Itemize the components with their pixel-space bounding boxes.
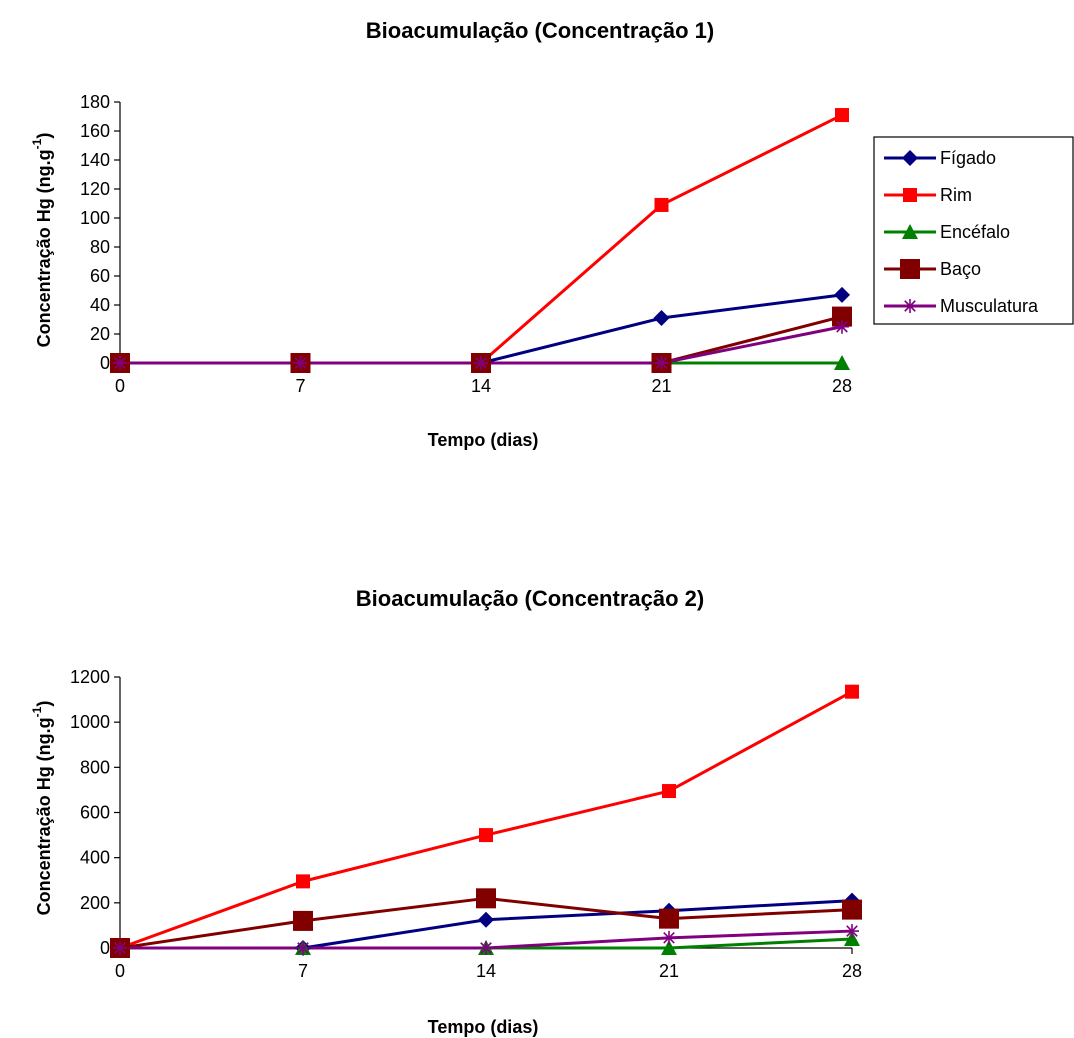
- chart-2-point-3-3: [659, 909, 679, 929]
- chart-1-point-4-0: [113, 356, 127, 370]
- chart-1-point-1-4: [835, 108, 849, 122]
- chart-1-y-tick-label: 40: [90, 295, 110, 315]
- chart-2-x-tick-label: 28: [842, 961, 862, 981]
- chart-1-y-axis-label: Concentração Hg (ng.g-1): [30, 133, 54, 348]
- chart-1-x-tick-label: 0: [115, 376, 125, 396]
- chart-2-point-1-3: [662, 784, 676, 798]
- svg-text:Concentração Hg (ng.g-1): Concentração Hg (ng.g-1): [30, 701, 54, 916]
- chart-concentracao-1: Bioacumulação (Concentração 1) Concentra…: [30, 18, 1073, 450]
- chart-2-y-tick-label: 400: [80, 848, 110, 868]
- chart-1-point-4-2: [474, 356, 488, 370]
- chart-2-x-tick-label: 14: [476, 961, 496, 981]
- chart-1-y-tick-label: 180: [80, 92, 110, 112]
- chart-1-point-0-3: [654, 310, 670, 326]
- chart-1-series: [110, 108, 852, 373]
- legend-entry-4: Musculatura: [940, 296, 1039, 316]
- legend-entry-3: Baço: [940, 259, 981, 279]
- chart-1-series-line-1: [120, 115, 842, 363]
- chart-2-y-tick-label: 200: [80, 893, 110, 913]
- chart-1-title: Bioacumulação (Concentração 1): [366, 18, 714, 43]
- chart-1-y-tick-label: 140: [80, 150, 110, 170]
- chart-2-x-tick-label: 7: [298, 961, 308, 981]
- chart-1-point-4-1: [294, 356, 308, 370]
- legend-marker-3: [900, 259, 920, 279]
- chart-2-point-3-1: [293, 911, 313, 931]
- chart-2-series: [110, 685, 862, 958]
- chart-1-y-tick-label: 80: [90, 237, 110, 257]
- chart-2-point-4-0: [113, 941, 127, 955]
- legend-entry-1: Rim: [940, 185, 972, 205]
- svg-text:Concentração Hg (ng.g-1): Concentração Hg (ng.g-1): [30, 133, 54, 348]
- chart-1-x-tick-label: 21: [651, 376, 671, 396]
- chart-2-x-tick-label: 0: [115, 961, 125, 981]
- legend-entry-0: Fígado: [940, 148, 996, 168]
- chart-2-point-1-1: [296, 874, 310, 888]
- chart-1-x-tick-label: 28: [832, 376, 852, 396]
- legend-entry-2: Encéfalo: [940, 222, 1010, 242]
- chart-2-point-4-3: [662, 931, 676, 945]
- chart-2-y-tick-label: 600: [80, 803, 110, 823]
- chart-2-title: Bioacumulação (Concentração 2): [356, 586, 704, 611]
- chart-2-point-3-4: [842, 900, 862, 920]
- chart-2-y-tick-label: 1000: [70, 712, 110, 732]
- chart-2-x-axis-label: Tempo (dias): [428, 1017, 539, 1037]
- chart-2-point-1-2: [479, 828, 493, 842]
- chart-1-y-tick-label: 160: [80, 121, 110, 141]
- chart-1-y-tick-label: 0: [100, 353, 110, 373]
- chart-2-ylabel-close: ): [34, 701, 54, 707]
- chart-1-ylabel-main: Concentração Hg (ng.g: [34, 149, 54, 347]
- chart-2-y-tick-label: 1200: [70, 667, 110, 687]
- chart-1-y-tick-label: 100: [80, 208, 110, 228]
- chart-1-x-axis-label: Tempo (dias): [428, 430, 539, 450]
- chart-2-series-line-1: [120, 692, 852, 948]
- chart-2-x-tick-label: 21: [659, 961, 679, 981]
- chart-1-y-tick-label: 120: [80, 179, 110, 199]
- chart-1-x-tick-label: 14: [471, 376, 491, 396]
- chart-1-point-4-4: [835, 320, 849, 334]
- chart-1-point-4-3: [655, 356, 669, 370]
- legend-marker-4: [903, 299, 917, 313]
- chart-1-legend: Fígado Rim Encéfalo Baço Musculatura: [874, 137, 1073, 324]
- chart-1-ylabel-close: ): [34, 133, 54, 139]
- chart-1-point-1-3: [655, 198, 669, 212]
- chart-1-x-tick-label: 7: [295, 376, 305, 396]
- chart-2-point-1-4: [845, 685, 859, 699]
- chart-1-axes: 0 20 40 60 80 100 120 140 160 180 0 7 14 21 28: [80, 92, 852, 396]
- chart-concentracao-2: Bioacumulação (Concentração 2) Concentra…: [30, 586, 862, 1037]
- chart-2-ylabel-sup: -1: [30, 706, 44, 717]
- chart-2-point-4-2: [479, 941, 493, 955]
- chart-2-y-tick-label: 0: [100, 938, 110, 958]
- chart-1-y-tick-label: 60: [90, 266, 110, 286]
- chart-2-point-4-1: [296, 941, 310, 955]
- chart-1-y-tick-label: 20: [90, 324, 110, 344]
- chart-1-point-0-4: [834, 287, 850, 303]
- chart-1-ylabel-sup: -1: [30, 138, 44, 149]
- chart-2-point-0-2: [478, 912, 494, 928]
- chart-2-y-axis-label: Concentração Hg (ng.g-1): [30, 701, 54, 916]
- chart-2-ylabel-main: Concentração Hg (ng.g: [34, 717, 54, 915]
- legend-marker-1: [903, 188, 917, 202]
- chart-2-point-3-2: [476, 888, 496, 908]
- chart-1-series-line-0: [120, 295, 842, 363]
- chart-2-point-4-4: [845, 924, 859, 938]
- chart-2-y-tick-label: 800: [80, 757, 110, 777]
